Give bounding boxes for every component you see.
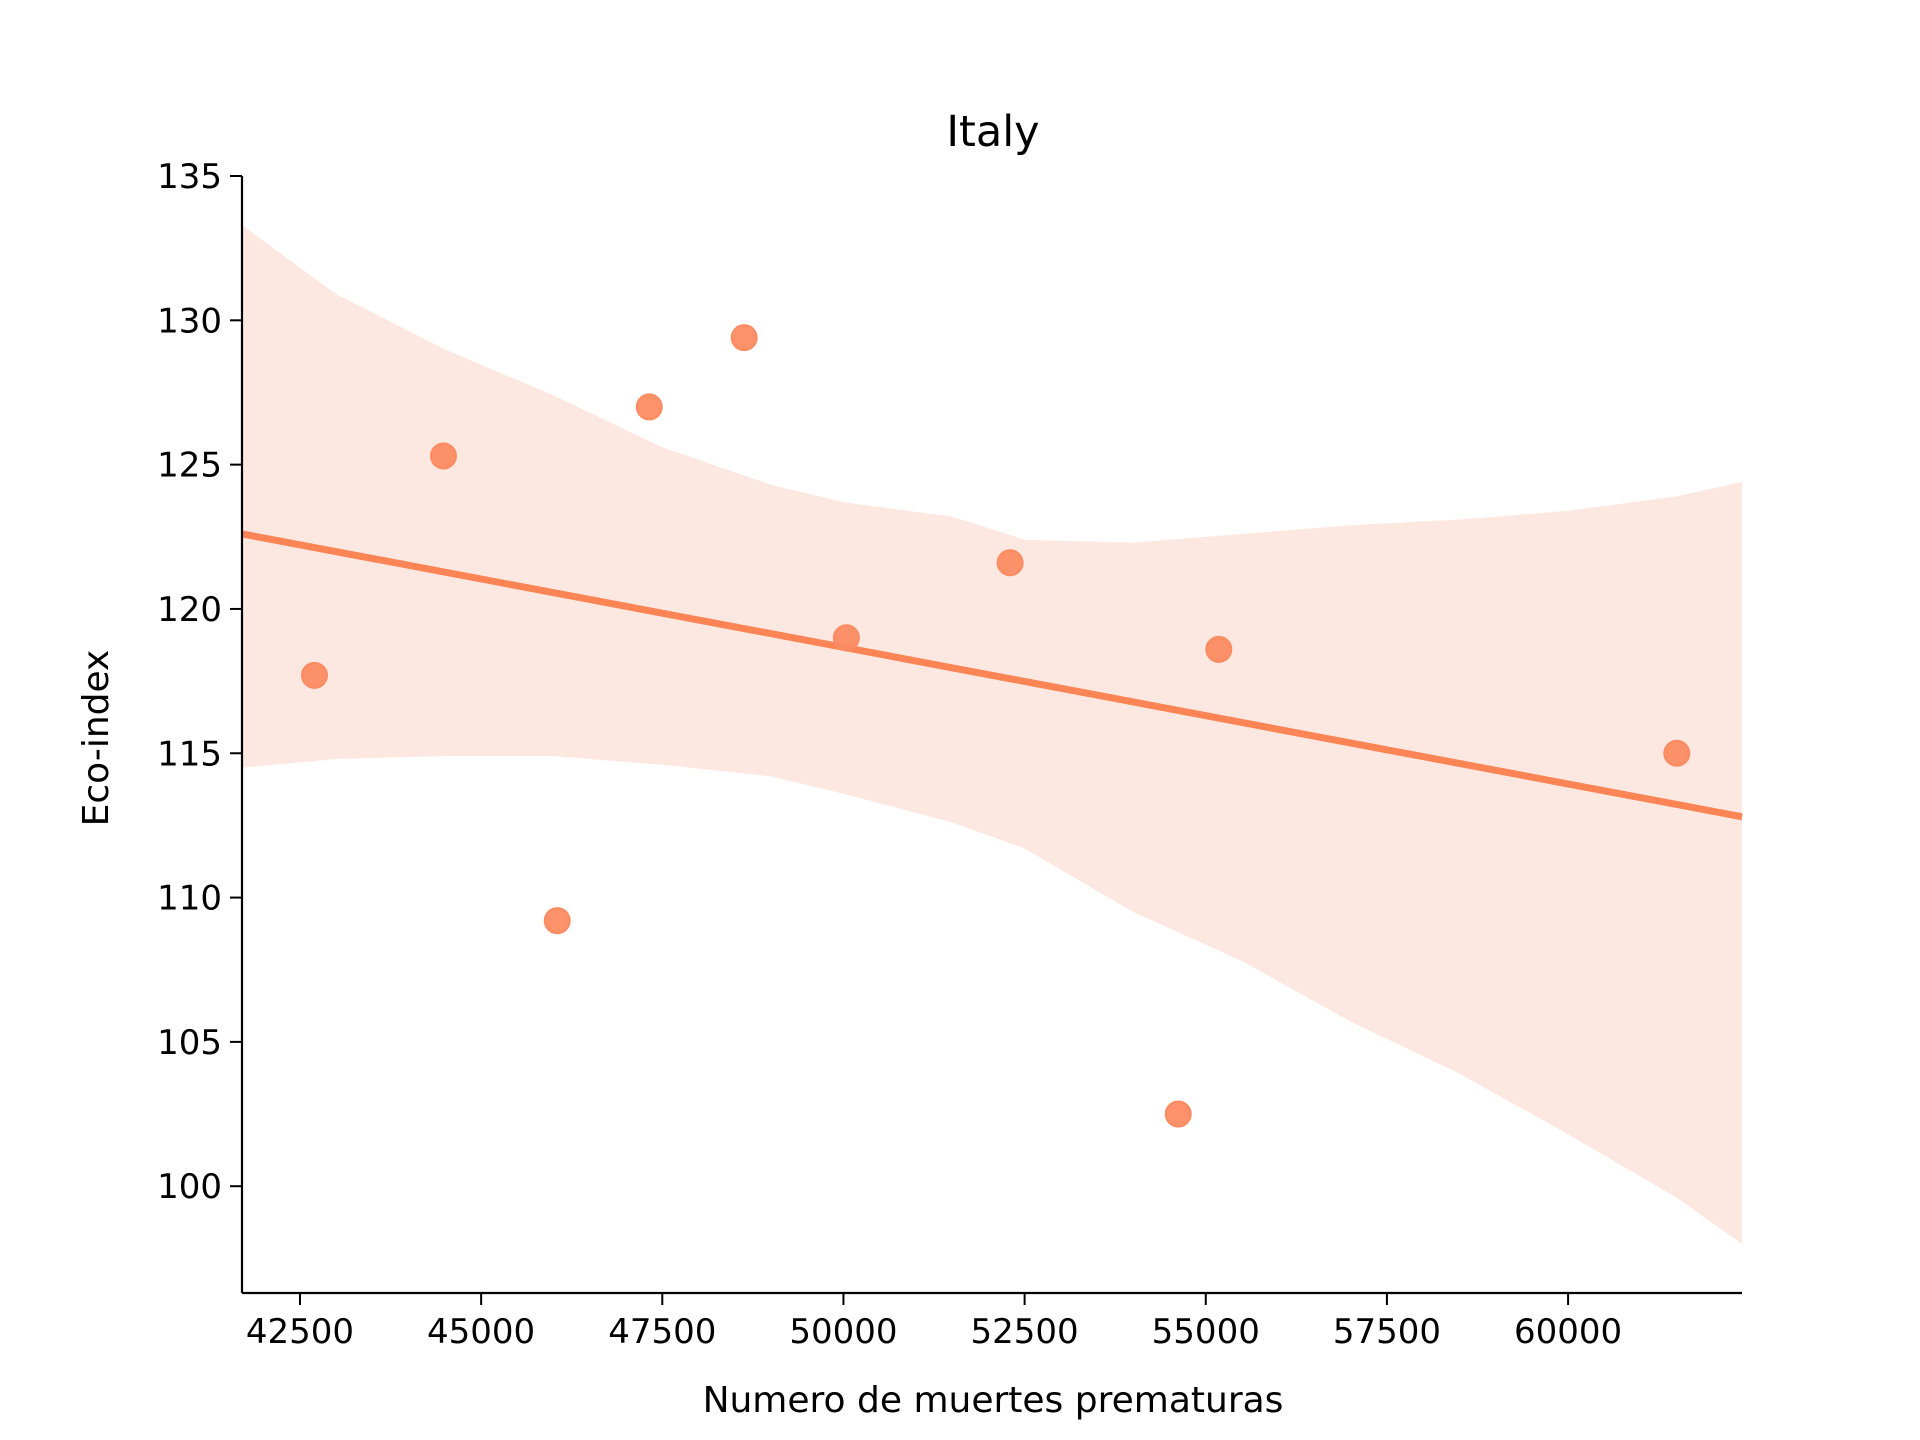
y-tick-label: 125 xyxy=(157,446,222,486)
plot-area xyxy=(241,225,1743,1244)
x-tick-label: 50000 xyxy=(789,1312,897,1352)
chart-title: Italy xyxy=(946,107,1039,157)
data-point-7 xyxy=(996,549,1024,577)
data-point-5 xyxy=(730,324,758,352)
x-tick-label: 60000 xyxy=(1514,1312,1622,1352)
y-tick-label: 100 xyxy=(157,1167,222,1207)
data-point-1 xyxy=(300,661,328,689)
data-point-8 xyxy=(1164,1100,1192,1128)
y-tick-label: 120 xyxy=(157,590,222,630)
x-tick-label: 42500 xyxy=(246,1312,354,1352)
y-tick-label: 105 xyxy=(157,1023,222,1063)
data-point-3 xyxy=(543,907,571,935)
data-point-2 xyxy=(429,442,457,470)
y-axis-label: Eco-index xyxy=(76,650,117,827)
y-tick-label: 135 xyxy=(157,157,222,197)
confidence-band xyxy=(242,225,1742,1244)
data-point-9 xyxy=(1205,635,1233,663)
y-tick-label: 130 xyxy=(157,301,222,341)
x-axis-label: Numero de muertes prematuras xyxy=(703,1380,1284,1421)
x-tick-label: 57500 xyxy=(1333,1312,1441,1352)
data-point-4 xyxy=(635,393,663,421)
regression-line xyxy=(241,530,1743,821)
x-tick-label: 52500 xyxy=(971,1312,1079,1352)
axes: 42500 45000 47500 50000 52500 55000 57500 60000… xyxy=(157,157,1742,1352)
y-tick-label: 115 xyxy=(157,734,222,774)
x-tick-label: 55000 xyxy=(1152,1312,1260,1352)
y-tick-label: 110 xyxy=(157,879,222,919)
data-point-10 xyxy=(1663,739,1691,767)
x-tick-label: 45000 xyxy=(427,1312,535,1352)
data-point-6 xyxy=(832,624,860,652)
x-tick-label: 47500 xyxy=(608,1312,716,1352)
